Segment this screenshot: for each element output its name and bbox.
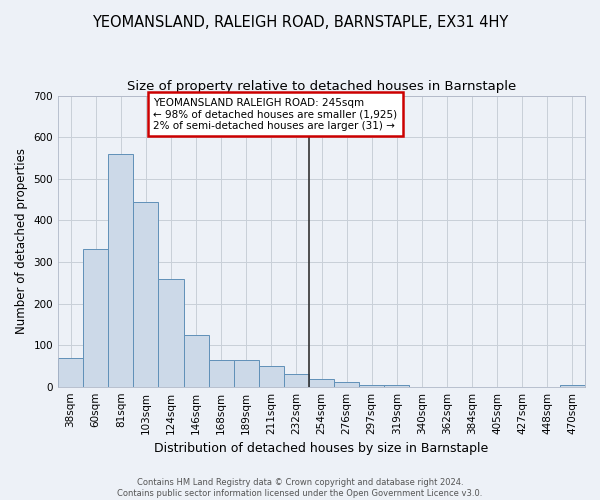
- Bar: [233, 360, 259, 386]
- Text: YEOMANSLAND RALEIGH ROAD: 245sqm
← 98% of detached houses are smaller (1,925)
2%: YEOMANSLAND RALEIGH ROAD: 245sqm ← 98% o…: [154, 98, 398, 131]
- Bar: [133, 202, 158, 386]
- Bar: [309, 379, 334, 386]
- Title: Size of property relative to detached houses in Barnstaple: Size of property relative to detached ho…: [127, 80, 516, 93]
- Bar: [58, 358, 83, 386]
- Bar: [359, 384, 384, 386]
- Bar: [384, 384, 409, 386]
- Y-axis label: Number of detached properties: Number of detached properties: [15, 148, 28, 334]
- Bar: [209, 360, 233, 386]
- Bar: [560, 384, 585, 386]
- Text: Contains HM Land Registry data © Crown copyright and database right 2024.
Contai: Contains HM Land Registry data © Crown c…: [118, 478, 482, 498]
- Bar: [158, 278, 184, 386]
- X-axis label: Distribution of detached houses by size in Barnstaple: Distribution of detached houses by size …: [154, 442, 488, 455]
- Bar: [259, 366, 284, 386]
- Bar: [184, 334, 209, 386]
- Bar: [108, 154, 133, 386]
- Text: YEOMANSLAND, RALEIGH ROAD, BARNSTAPLE, EX31 4HY: YEOMANSLAND, RALEIGH ROAD, BARNSTAPLE, E…: [92, 15, 508, 30]
- Bar: [334, 382, 359, 386]
- Bar: [284, 374, 309, 386]
- Bar: [83, 250, 108, 386]
